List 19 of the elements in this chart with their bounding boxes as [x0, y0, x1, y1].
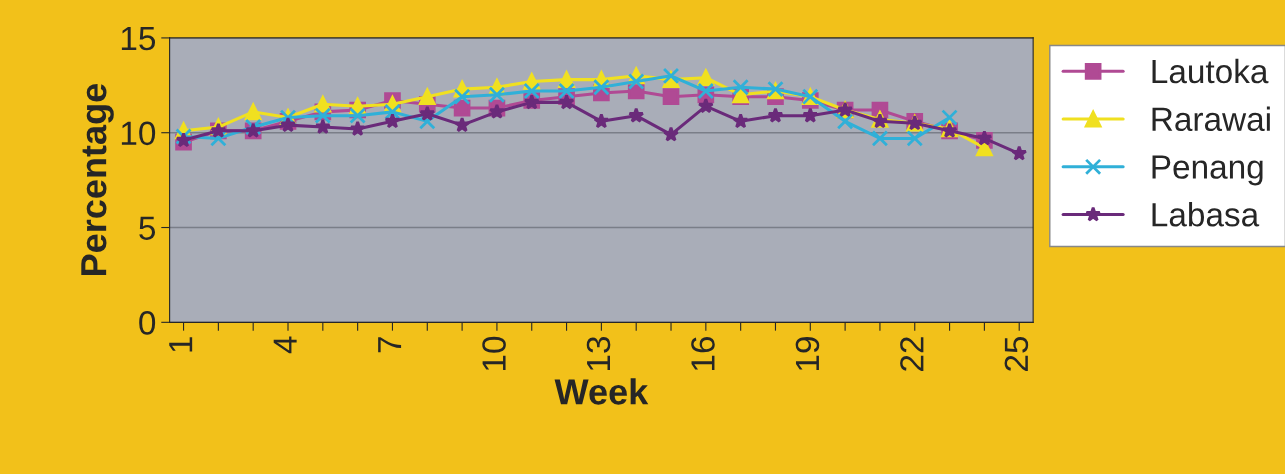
- x-tick-label: 10: [482, 336, 506, 371]
- x-tick-label: 13: [586, 336, 611, 371]
- x-tick-label: 25: [1004, 336, 1029, 371]
- x-tick-label: 22: [900, 337, 924, 371]
- legend-label: Lautoka: [1152, 58, 1269, 84]
- x-tick-label: 4: [273, 336, 297, 354]
- y-tick-label: 10: [121, 121, 156, 146]
- legend-label: Penang: [1152, 155, 1263, 186]
- x-tick-label: 1: [169, 337, 193, 352]
- legend-label: Labasa: [1152, 202, 1260, 227]
- x-tick-label: 16: [691, 336, 715, 371]
- y-axis-title: Percentage: [81, 84, 114, 276]
- x-tick-label: 19: [795, 337, 820, 371]
- x-axis-title: Week: [554, 378, 649, 405]
- x-tick-label: 7: [378, 337, 402, 353]
- y-tick-label: 15: [121, 27, 156, 51]
- legend-label: Rarawai: [1152, 106, 1270, 132]
- y-tick-label: 5: [139, 216, 156, 240]
- y-tick-label: 0: [139, 311, 156, 335]
